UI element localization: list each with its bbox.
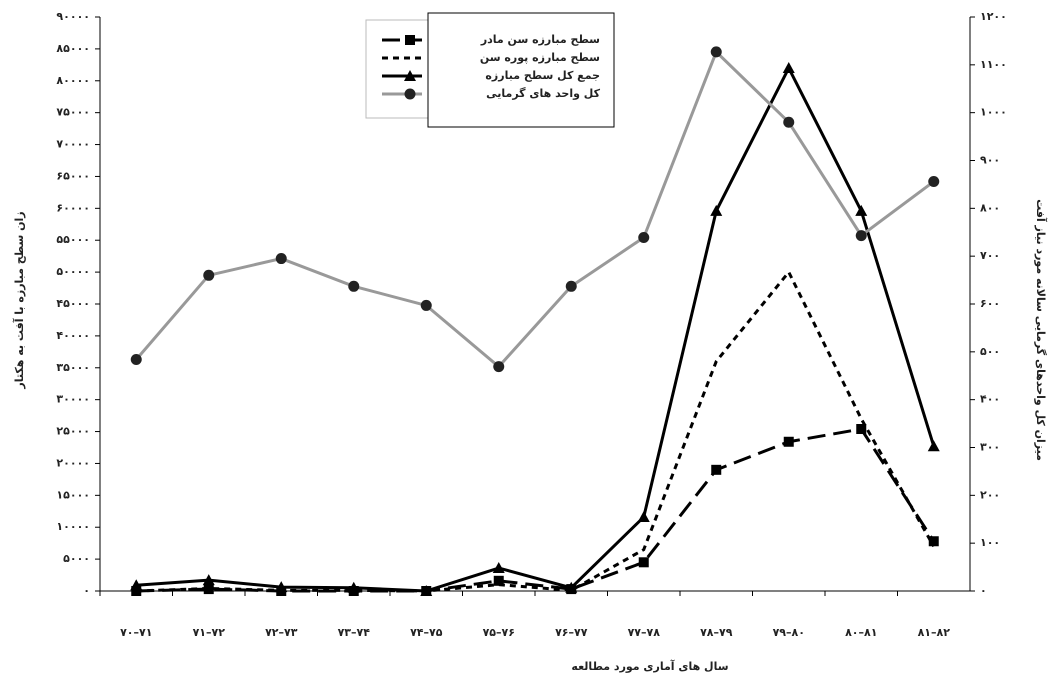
x-tick-label: ۷۶–۷۷ [555,626,588,639]
y-tick-label: ۵۰۰۰ [63,552,90,565]
y2-tick-label: ۱۰۰۰ [980,106,1007,119]
y-tick-label: ۱۵۰۰۰ [56,488,90,501]
x-tick-label: ۷۲–۷۳ [265,626,298,639]
y-tick-label: ۸۵۰۰۰ [56,42,90,55]
y2-tick-label: ۱۰۰ [980,536,1000,549]
x-tick-label: ۷۴–۷۵ [410,626,443,639]
y-tick-label: ۴۰۰۰۰ [56,329,90,342]
marker [275,581,288,593]
marker [710,46,722,58]
legend-label: سطح مبارزه پوره سن [480,51,600,64]
x-tick-label: ۷۳–۷۴ [338,626,371,639]
marker [130,579,143,591]
marker [130,353,142,365]
marker [710,204,723,216]
y2-tick-label: ۵۰۰ [980,345,1000,358]
y-tick-label: ۶۰۰۰۰ [56,201,90,214]
series-line [136,64,936,593]
y2-tick-label: ۰ [980,584,987,597]
x-tick-label: ۷۹–۸۰ [773,626,805,639]
y-tick-label: ۱۰۰۰۰ [56,520,90,533]
marker [855,230,867,242]
y-axis-title: زان سطح مبارزه با آفت به هکتار [12,211,26,389]
marker [783,116,795,128]
x-tick-label: ۷۷–۷۸ [628,626,661,639]
marker [493,575,504,586]
x-tick-label: ۷۸–۷۹ [700,626,733,639]
y2-tick-label: ۸۰۰ [980,201,1000,214]
legend-label: کل واحد های گرمایی [486,87,600,100]
y-tick-label: ۴۵۰۰۰ [56,297,90,310]
legend-marker [405,35,415,45]
marker [638,232,650,244]
y-tick-label: ۷۰۰۰۰ [56,138,90,151]
marker [202,574,215,586]
marker [420,299,432,311]
x-axis-title: سال های آماری مورد مطالعه [571,659,728,673]
legend-marker [404,70,416,81]
marker [347,581,360,593]
marker [783,436,794,447]
marker [492,562,505,574]
marker [565,280,577,292]
x-tick-label: ۷۰–۷۱ [120,626,152,639]
x-tick-label: ۷۵–۷۶ [483,626,515,639]
y2-tick-label: ۱۱۰۰ [980,58,1007,71]
series-line [136,427,936,593]
marker [420,585,433,596]
marker [203,584,214,595]
y-tick-label: ۸۰۰۰۰ [56,74,90,87]
legend-label: جمع کل سطح مبارزه [485,69,600,82]
y-tick-label: ۳۵۰۰۰ [56,361,90,374]
y2-tick-label: ۹۰۰ [980,154,1000,167]
legend-label: سطح مبارزه سن مادر [480,33,600,46]
marker [928,176,940,188]
marker [782,62,795,74]
marker [927,440,940,452]
y2-tick-label: ۷۰۰ [980,249,1000,262]
y-tick-label: ۵۰۰۰۰ [56,265,90,278]
y2-tick-label: ۶۰۰ [980,297,1000,310]
y-tick-label: ۷۵۰۰۰ [56,106,90,119]
y2-tick-label: ۴۰۰ [980,393,1000,406]
legend-box-back [365,19,429,119]
y-tick-label: ۶۵۰۰۰ [56,169,90,182]
marker [493,361,505,373]
y2-tick-label: ۲۰۰ [980,488,1000,501]
x-tick-label: ۸۰–۸۱ [845,626,877,639]
y-tick-label: ۵۵۰۰۰ [56,233,90,246]
y2-tick-label: ۳۰۰ [980,441,1000,454]
marker [275,253,287,265]
marker [856,424,867,435]
series-line [136,269,936,593]
y2-tick-label: ۱۲۰۰ [980,10,1007,23]
marker [711,464,722,475]
y-tick-label: ۰ [83,584,90,597]
marker [637,511,650,523]
marker [565,581,578,593]
marker [928,536,939,547]
y-tick-label: ۲۵۰۰۰ [56,425,90,438]
x-tick-label: ۸۱–۸۲ [918,626,951,639]
x-tick-label: ۷۱–۷۲ [193,626,226,639]
legend-marker [404,88,416,100]
series-line [135,49,935,369]
y-tick-label: ۲۰۰۰۰ [56,456,90,469]
y-tick-label: ۳۰۰۰۰ [56,393,90,406]
marker [638,557,649,568]
marker [203,269,215,281]
legend-box [427,12,615,128]
marker [855,204,868,216]
marker [348,280,360,292]
y-tick-label: ۹۰۰۰۰ [56,10,90,23]
y2-axis-title: میزان کل واحدهای گرمایی سالانه مورد نیاز… [1034,199,1048,461]
